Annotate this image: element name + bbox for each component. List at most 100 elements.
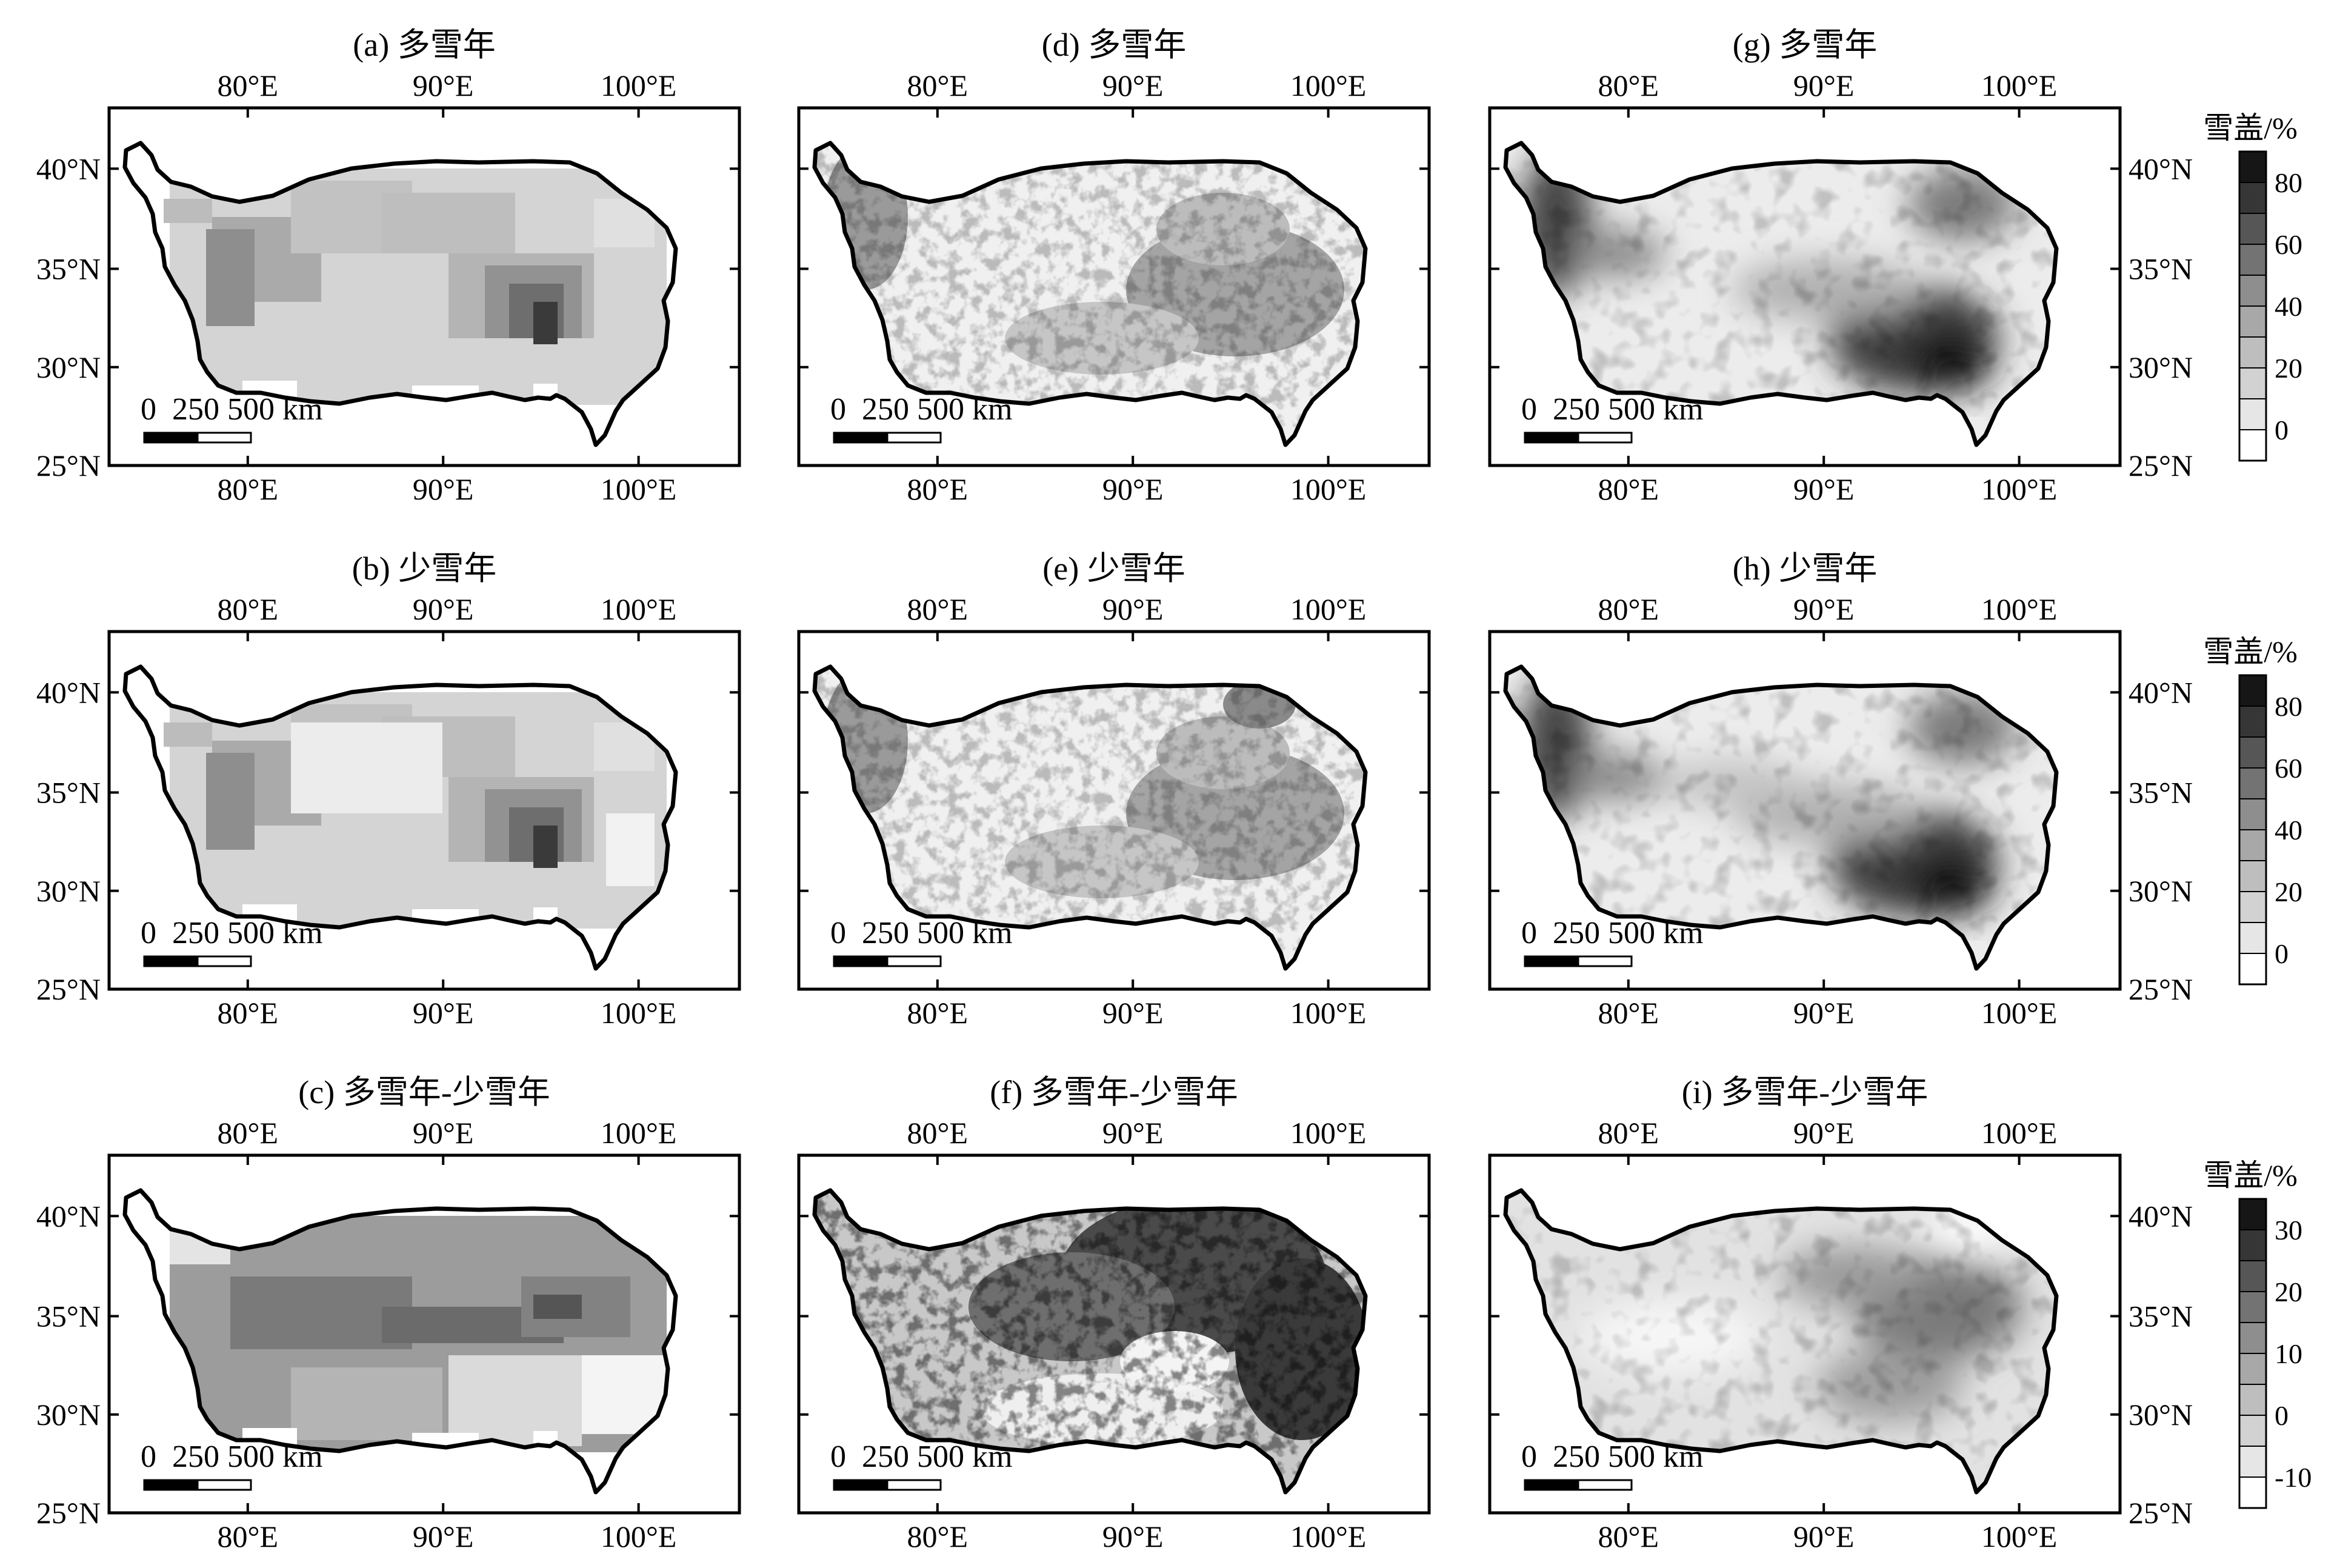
lon-tick-bottom: 100°E — [1290, 472, 1367, 506]
colorbar-tick-label: 0 — [2275, 1400, 2289, 1431]
map-frame — [797, 106, 1431, 467]
lat-tick-left: 35°N — [36, 252, 101, 286]
map-panel-g: (g) 多雪年 80°E 80°E 90°E 90°E 100°E 100°E 25°N 30°… — [1488, 27, 2193, 506]
scale-bar: 0 250 500 km — [830, 916, 1012, 967]
panel-title: (a) 多雪年 — [353, 27, 495, 63]
plateau-boundary — [812, 664, 1368, 971]
panel-title: (d) 多雪年 — [1042, 27, 1186, 63]
lon-tick-bottom: 90°E — [413, 472, 474, 506]
colorbar-tick-label: 20 — [2275, 1276, 2302, 1307]
lat-tick-left: 35°N — [36, 776, 101, 810]
lon-tick-bottom: 90°E — [1102, 996, 1164, 1030]
lon-tick-top: 100°E — [601, 1116, 677, 1150]
map-panel-c: (c) 多雪年-少雪年 80°E 80°E 90°E 90°E 100°E 100°E 25°… — [36, 1074, 741, 1553]
plateau-boundary — [1503, 141, 2059, 447]
lat-tick-right: 25°N — [2129, 1496, 2193, 1530]
lat-tick-right: 35°N — [2129, 252, 2193, 286]
scale-bar: 0 250 500 km — [141, 1440, 322, 1491]
colorbar-tick-label: 60 — [2275, 753, 2302, 784]
lat-tick-left: 25°N — [36, 449, 101, 482]
snow-cover-field — [145, 1192, 667, 1464]
lon-tick-top: 90°E — [1102, 592, 1164, 626]
panel-title: (e) 少雪年 — [1042, 550, 1185, 587]
colorbar: 雪盖/% 0 20 40 60 80 — [2203, 111, 2302, 462]
lat-tick-left: 25°N — [36, 972, 101, 1006]
colorbar-tick-label: 40 — [2275, 291, 2302, 322]
colorbar-tick-label: 20 — [2275, 876, 2302, 907]
colorbar-title: 雪盖/% — [2203, 1158, 2298, 1192]
lon-tick-bottom: 90°E — [413, 996, 474, 1030]
panel-title: (h) 少雪年 — [1733, 550, 1877, 587]
lon-tick-bottom: 100°E — [1981, 1520, 2058, 1553]
lon-tick-bottom: 90°E — [1793, 1520, 1855, 1553]
lat-tick-right: 30°N — [2129, 350, 2193, 384]
plateau-boundary — [812, 1188, 1368, 1495]
lat-tick-right: 40°N — [2129, 152, 2193, 185]
plateau-boundary — [122, 1188, 678, 1495]
colorbar-tick-label: 80 — [2275, 691, 2302, 722]
colorbar-layer: 雪盖/% 0 20 40 60 80 雪盖/% 0 20 40 60 80 雪盖/% -10 0 10 20 30 — [2203, 111, 2312, 1509]
colorbar-tick-label: 80 — [2275, 167, 2302, 198]
lon-tick-top: 100°E — [1290, 1116, 1367, 1150]
lon-tick-top: 80°E — [218, 1116, 279, 1150]
scale-bar-label: 0 250 500 km — [141, 392, 322, 427]
scale-bar: 0 250 500 km — [1521, 1440, 1703, 1491]
lon-tick-bottom: 90°E — [413, 1520, 474, 1553]
panel-title: (g) 多雪年 — [1733, 27, 1877, 63]
colorbar-tick-label: 10 — [2275, 1338, 2302, 1369]
map-panel-d: (d) 多雪年 80°E 80°E 90°E 90°E 100°E 100°E 0 250 5… — [797, 27, 1431, 506]
lon-tick-bottom: 90°E — [1793, 996, 1855, 1030]
lon-tick-bottom: 100°E — [601, 996, 677, 1030]
panel-title: (c) 多雪年-少雪年 — [298, 1074, 550, 1110]
scale-bar-label: 0 250 500 km — [141, 1440, 322, 1474]
lat-tick-left: 30°N — [36, 1398, 101, 1432]
lon-tick-top: 100°E — [1290, 68, 1367, 102]
lon-tick-top: 100°E — [1981, 68, 2058, 102]
lat-tick-left: 35°N — [36, 1299, 101, 1333]
lon-tick-bottom: 90°E — [1102, 1520, 1164, 1553]
plateau-boundary — [1503, 1188, 2059, 1495]
colorbar-tick-label: 0 — [2275, 938, 2289, 969]
map-frame — [1488, 106, 2122, 467]
lon-tick-top: 80°E — [907, 592, 968, 626]
colorbar: 雪盖/% 0 20 40 60 80 — [2203, 635, 2302, 986]
lat-tick-right: 25°N — [2129, 972, 2193, 1006]
lon-tick-bottom: 80°E — [1598, 996, 1659, 1030]
lon-tick-top: 100°E — [1981, 1116, 2058, 1150]
colorbar-tick-label: 20 — [2275, 353, 2302, 384]
colorbar-tick-label: 0 — [2275, 415, 2289, 445]
lat-tick-right: 25°N — [2129, 449, 2193, 482]
lon-tick-top: 90°E — [1102, 68, 1164, 102]
lon-tick-bottom: 90°E — [1102, 472, 1164, 506]
snow-cover-field — [145, 668, 667, 941]
scale-bar-label: 0 250 500 km — [830, 916, 1012, 950]
panel-title: (i) 多雪年-少雪年 — [1682, 1074, 1928, 1110]
lon-tick-top: 90°E — [1793, 68, 1855, 102]
lon-tick-bottom: 100°E — [601, 1520, 677, 1553]
lon-tick-top: 80°E — [907, 68, 968, 102]
colorbar-tick-label: 60 — [2275, 229, 2302, 260]
map-frame — [107, 106, 741, 467]
lat-tick-left: 25°N — [36, 1496, 101, 1530]
lon-tick-bottom: 100°E — [601, 472, 677, 506]
lon-tick-bottom: 80°E — [218, 472, 279, 506]
panel-title: (f) 多雪年-少雪年 — [990, 1074, 1238, 1110]
lon-tick-bottom: 80°E — [1598, 1520, 1659, 1553]
lon-tick-bottom: 80°E — [907, 1520, 968, 1553]
map-frame — [797, 1153, 1431, 1515]
scale-bar: 0 250 500 km — [141, 916, 322, 967]
scale-bar-label: 0 250 500 km — [830, 1440, 1012, 1474]
lat-tick-right: 30°N — [2129, 874, 2193, 908]
scale-bar-label: 0 250 500 km — [830, 392, 1012, 427]
lat-tick-right: 40°N — [2129, 675, 2193, 709]
scale-bar-label: 0 250 500 km — [1521, 392, 1703, 427]
colorbar-title: 雪盖/% — [2203, 635, 2298, 669]
snow-cover-field — [145, 144, 667, 417]
scale-bar-label: 0 250 500 km — [1521, 1440, 1703, 1474]
scale-bar: 0 250 500 km — [830, 1440, 1012, 1491]
scale-bar: 0 250 500 km — [1521, 916, 1703, 967]
map-panel-e: (e) 少雪年 80°E 80°E 90°E 90°E 100°E 100°E 0 250 5… — [797, 550, 1431, 1030]
scale-bar: 0 250 500 km — [141, 392, 322, 444]
map-panel-h: (h) 少雪年 80°E 80°E 90°E 90°E 100°E 100°E 25°N 30°… — [1488, 550, 2193, 1030]
